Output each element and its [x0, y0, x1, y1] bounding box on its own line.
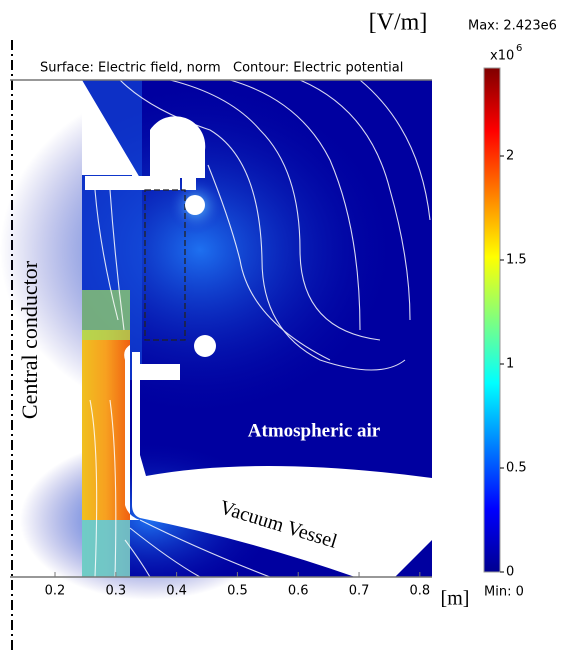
annotation: Atmospheric air	[248, 420, 381, 441]
colorbar-min: Min: 0	[484, 585, 524, 600]
colorbar-multiplier: x10	[490, 49, 514, 64]
x-tick-label: 0.4	[166, 584, 187, 599]
colorbar-tick-label: 0	[506, 565, 514, 580]
colorbar-tick-label: 1.5	[506, 252, 527, 267]
colorbar	[483, 67, 501, 573]
annotation: Central conductor	[17, 260, 42, 419]
x-tick-label: 0.6	[288, 584, 309, 599]
x-tick-label: 0.7	[349, 584, 370, 599]
x-tick-label: 0.3	[105, 584, 126, 599]
subtitle: Surface: Electric field, norm Contour: E…	[40, 61, 403, 76]
x-tick-label: 0.2	[45, 584, 66, 599]
colorbar-max: Max: 2.423e6	[468, 19, 557, 34]
x-tick-label: 0.5	[227, 584, 248, 599]
colorbar-tick-label: 1	[506, 356, 514, 371]
colorbar-tick-label: 0.5	[506, 460, 527, 475]
colorbar-exponent: 6	[516, 43, 522, 54]
colorbar-tick-label: 2	[506, 148, 514, 163]
x-tick-label: 0.8	[409, 584, 430, 599]
unit-label: [V/m]	[369, 10, 428, 36]
field-plot	[0, 79, 432, 600]
x-axis-label: [m]	[441, 588, 470, 610]
